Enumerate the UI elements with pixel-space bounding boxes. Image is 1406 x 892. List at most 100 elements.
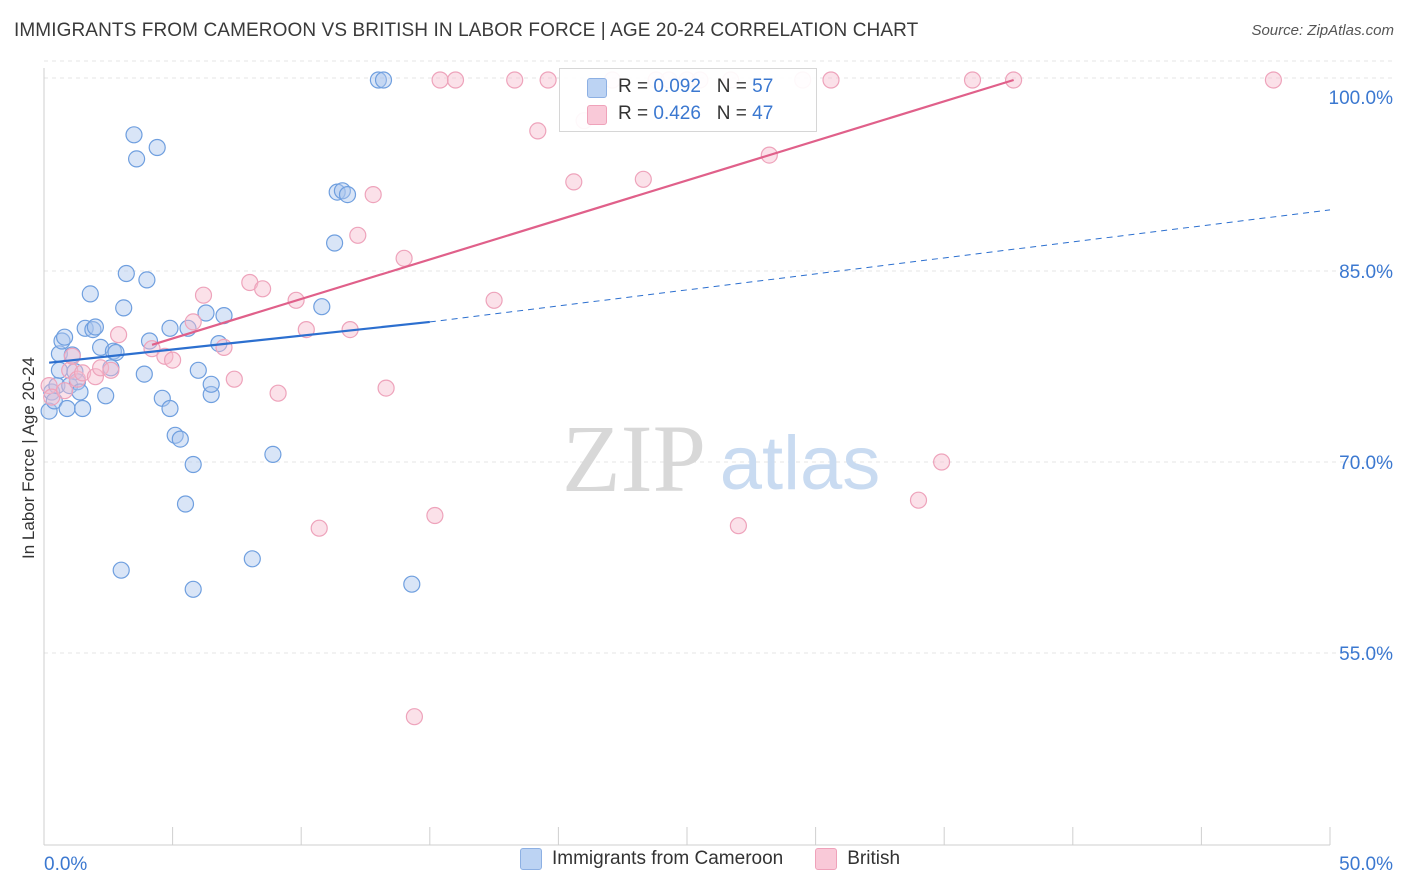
- cameroon-point-38: [176, 495, 195, 513]
- cameroon-point-14: [73, 399, 92, 418]
- series-british: [40, 71, 1283, 726]
- british-point-2: [55, 382, 74, 400]
- cameroon-point-41: [184, 580, 202, 598]
- cameroon-point-32: [148, 138, 166, 157]
- british-point-6: [73, 364, 92, 382]
- british-point-17: [225, 370, 243, 388]
- stats-swatch-cameroon: [587, 78, 607, 98]
- cameroon-point-29: [135, 365, 153, 383]
- british-point-27: [377, 379, 395, 397]
- watermark-zip: ZIP: [562, 405, 706, 512]
- british-point-46: [729, 517, 748, 535]
- cameroon-point-51: [326, 234, 344, 252]
- cameroon-point-28: [128, 150, 146, 168]
- cameroon-point-45: [202, 375, 220, 393]
- cameroon-point-17: [84, 321, 102, 339]
- stats-box: R = 0.092 N = 57 R = 0.426 N = 47: [559, 68, 817, 132]
- cameroon-point-43: [197, 304, 215, 322]
- chart-source: Source: ZipAtlas.com: [1251, 22, 1394, 39]
- british-point-15: [194, 286, 213, 304]
- british-point-14: [184, 313, 202, 331]
- trend-line-british: [151, 78, 1014, 346]
- cameroon-point-57: [403, 575, 421, 593]
- cameroon-point-23: [107, 343, 125, 362]
- british-point-29: [405, 708, 423, 726]
- cameroon-point-7: [55, 328, 74, 346]
- british-point-50: [909, 491, 928, 509]
- cameroon-point-55: [369, 71, 387, 89]
- cameroon-point-44: [202, 385, 220, 404]
- british-point-51: [932, 453, 951, 471]
- y-tick-label-3: 100.0%: [1329, 88, 1394, 109]
- legend-label-cameroon: Immigrants from Cameroon: [552, 848, 784, 869]
- british-point-34: [506, 71, 524, 89]
- british-point-33: [485, 291, 503, 309]
- british-point-52: [963, 71, 982, 89]
- stats-r-british: 0.426: [653, 103, 701, 124]
- british-point-30: [426, 506, 444, 525]
- legend-item-british[interactable]: British: [815, 848, 900, 870]
- cameroon-point-40: [184, 455, 202, 474]
- british-point-32: [446, 71, 465, 89]
- british-point-31: [431, 71, 449, 89]
- y-tick-label-2: 85.0%: [1339, 262, 1393, 283]
- cameroon-point-20: [97, 387, 115, 405]
- series-immigrants-from-cameroon: [40, 71, 421, 598]
- british-point-23: [310, 519, 328, 537]
- british-point-25: [349, 226, 367, 244]
- british-point-13: [164, 351, 182, 369]
- british-point-16: [215, 338, 233, 356]
- cameroon-point-30: [138, 271, 156, 289]
- cameroon-point-18: [86, 318, 105, 336]
- cameroon-point-34: [161, 319, 179, 337]
- cameroon-point-25: [115, 299, 133, 317]
- cameroon-point-37: [171, 430, 189, 448]
- british-point-40: [634, 170, 652, 188]
- stats-n-british: 47: [752, 103, 774, 124]
- trend-line-cameroon-extension: [429, 209, 1331, 323]
- british-point-9: [102, 361, 120, 379]
- cameroon-point-8: [58, 399, 76, 418]
- cameroon-point-35: [161, 399, 179, 418]
- british-point-49: [822, 71, 840, 89]
- stats-r-cameroon: 0.092: [653, 76, 701, 97]
- cameroon-point-16: [81, 285, 99, 303]
- british-point-19: [254, 280, 272, 298]
- trend-lines: [49, 78, 1331, 364]
- cameroon-point-27: [125, 126, 143, 144]
- legend-swatch-british: [815, 848, 838, 870]
- british-point-22: [297, 321, 315, 339]
- trend-line-cameroon: [49, 320, 430, 364]
- legend-label-british: British: [847, 848, 901, 869]
- cameroon-point-54: [338, 186, 357, 204]
- british-point-54: [1264, 71, 1283, 89]
- british-point-20: [269, 384, 287, 402]
- british-point-37: [565, 173, 583, 191]
- watermark: ZIP atlas: [562, 405, 880, 512]
- cameroon-point-48: [264, 445, 282, 463]
- cameroon-point-49: [243, 550, 261, 568]
- y-tick-label-0: 55.0%: [1339, 644, 1393, 665]
- cameroon-point-26: [117, 264, 135, 283]
- legend-swatch-cameroon: [520, 848, 542, 870]
- cameroon-point-56: [374, 71, 393, 89]
- axes: [43, 68, 1331, 846]
- stats-swatch-british: [587, 105, 607, 125]
- axis-labels: 55.0% 70.0% 85.0% 100.0% 0.0% 50.0% In Labor F…: [19, 88, 1393, 875]
- british-point-7: [86, 368, 105, 386]
- cameroon-point-19: [91, 338, 110, 356]
- chart-legend: Immigrants from Cameroon British: [520, 848, 900, 870]
- legend-item-cameroon[interactable]: Immigrants from Cameroon: [520, 848, 783, 870]
- british-point-10: [109, 326, 128, 344]
- x-tick-label-0: 0.0%: [44, 854, 87, 875]
- stats-n-cameroon: 57: [752, 76, 774, 97]
- cameroon-point-42: [189, 361, 207, 379]
- x-tick-label-1: 50.0%: [1339, 854, 1393, 875]
- british-point-35: [529, 122, 547, 140]
- cameroon-point-50: [313, 298, 331, 316]
- british-point-26: [364, 186, 382, 204]
- y-tick-label-1: 70.0%: [1339, 453, 1393, 474]
- cameroon-point-0: [40, 402, 58, 420]
- watermark-atlas: atlas: [720, 421, 881, 506]
- y-axis-label: In Labor Force | Age 20-24: [19, 357, 38, 559]
